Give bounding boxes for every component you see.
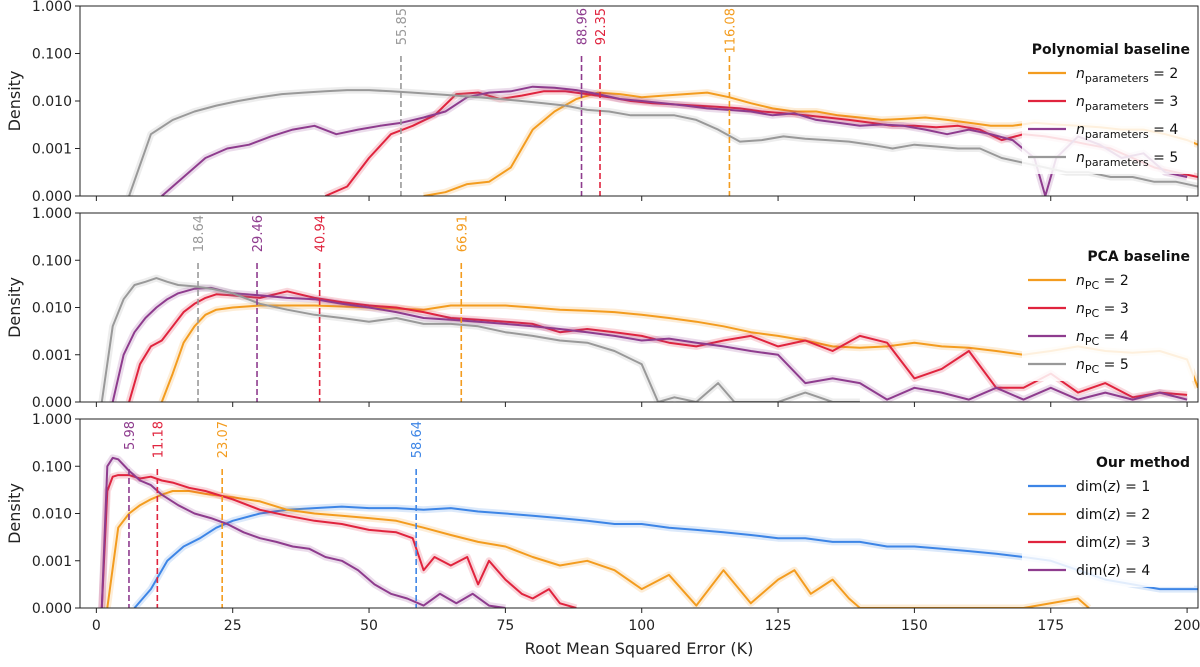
y-tick-label: 1.000	[32, 206, 72, 222]
median-label: 18.64	[192, 215, 207, 252]
panel-3: 1.000 0.100 0.010 0.001 0.000 Density 58.64 23.…	[5, 412, 1199, 617]
series-line	[100, 456, 506, 608]
y-tick-label: 0.010	[32, 94, 72, 110]
legend-label: nPC = 4	[1076, 329, 1129, 348]
legend-label: dim(z) = 2	[1076, 507, 1150, 523]
panel-frame	[79, 5, 1199, 197]
x-tick-label: 150	[901, 618, 928, 634]
series-line	[128, 89, 1198, 196]
median-label: 66.91	[455, 215, 470, 252]
x-tick-label: 50	[360, 618, 378, 634]
series-line	[111, 286, 1188, 402]
median-label: 92.35	[594, 8, 609, 45]
series-line	[100, 277, 860, 402]
x-tick-label: 175	[1037, 618, 1064, 634]
legend-label: dim(z) = 3	[1076, 535, 1150, 551]
legend: Polynomial baseline nparameters = 2 nparam…	[1022, 34, 1194, 174]
panel-2: 1.000 0.100 0.010 0.001 0.000 Density 66.91 40.…	[5, 206, 1199, 411]
panel-1: 1.000 0.100 0.010 0.001 0.000 Density 116.08 92…	[5, 0, 1199, 205]
y-tick-label: 0.000	[32, 189, 72, 205]
x-tick-label: 125	[765, 618, 792, 634]
y-axis-label: Density	[5, 71, 24, 132]
median-label: 40.94	[314, 215, 329, 252]
legend-title: Our method	[1096, 455, 1190, 471]
x-tick-label: 200	[1174, 618, 1200, 634]
legend-title: Polynomial baseline	[1032, 42, 1190, 58]
median-label: 58.64	[410, 421, 425, 458]
y-tick-label: 0.001	[32, 142, 72, 158]
y-axis-label: Density	[5, 483, 24, 544]
y-tick-label: 0.100	[32, 459, 72, 475]
legend-label: nparameters = 5	[1076, 150, 1178, 169]
median-label: 55.85	[395, 8, 410, 45]
median-label: 29.46	[251, 215, 266, 252]
x-tick-label: 0	[92, 618, 101, 634]
series-line	[128, 290, 1188, 402]
legend-label: nPC = 3	[1076, 301, 1129, 320]
y-tick-label: 0.000	[32, 601, 72, 617]
y-tick-label: 0.100	[32, 253, 72, 269]
y-axis-label: Density	[5, 277, 24, 338]
legend-label: dim(z) = 1	[1076, 479, 1150, 495]
legend-label: nparameters = 4	[1076, 122, 1178, 141]
y-tick-label: 0.010	[32, 301, 72, 317]
median-label: 116.08	[723, 8, 738, 54]
x-tick-label: 100	[628, 618, 655, 634]
x-tick-label: 75	[496, 618, 514, 634]
x-tick-label: 25	[224, 618, 242, 634]
series-band	[98, 471, 578, 608]
y-tick-label: 1.000	[32, 0, 72, 15]
median-label: 11.18	[151, 421, 166, 458]
y-tick-label: 0.001	[32, 348, 72, 364]
legend-label: nPC = 2	[1076, 273, 1129, 292]
x-axis-label: Root Mean Squared Error (K)	[525, 639, 754, 658]
legend-label: dim(z) = 4	[1076, 563, 1150, 579]
y-tick-label: 0.001	[32, 554, 72, 570]
legend: Our method dim(z) = 1 dim(z) = 2 dim(z) = 3…	[1022, 447, 1194, 587]
y-tick-label: 0.000	[32, 395, 72, 411]
median-label: 5.98	[123, 421, 138, 450]
median-label: 23.07	[216, 421, 231, 458]
legend: PCA baseline nPC = 2 nPC = 3 nPC = 4 nPC = 5	[1022, 241, 1194, 381]
legend-label: nparameters = 3	[1076, 94, 1178, 113]
panel-frame	[79, 212, 1199, 403]
panel-frame	[79, 418, 1199, 609]
y-tick-label: 0.100	[32, 47, 72, 63]
legend-title: PCA baseline	[1087, 249, 1190, 265]
legend-label: nPC = 5	[1076, 357, 1129, 376]
legend-label: nparameters = 2	[1076, 66, 1178, 85]
median-label: 88.96	[576, 8, 591, 45]
series-line	[100, 474, 577, 608]
y-tick-label: 0.010	[32, 507, 72, 523]
series-line	[106, 490, 1090, 608]
y-tick-label: 1.000	[32, 412, 72, 428]
